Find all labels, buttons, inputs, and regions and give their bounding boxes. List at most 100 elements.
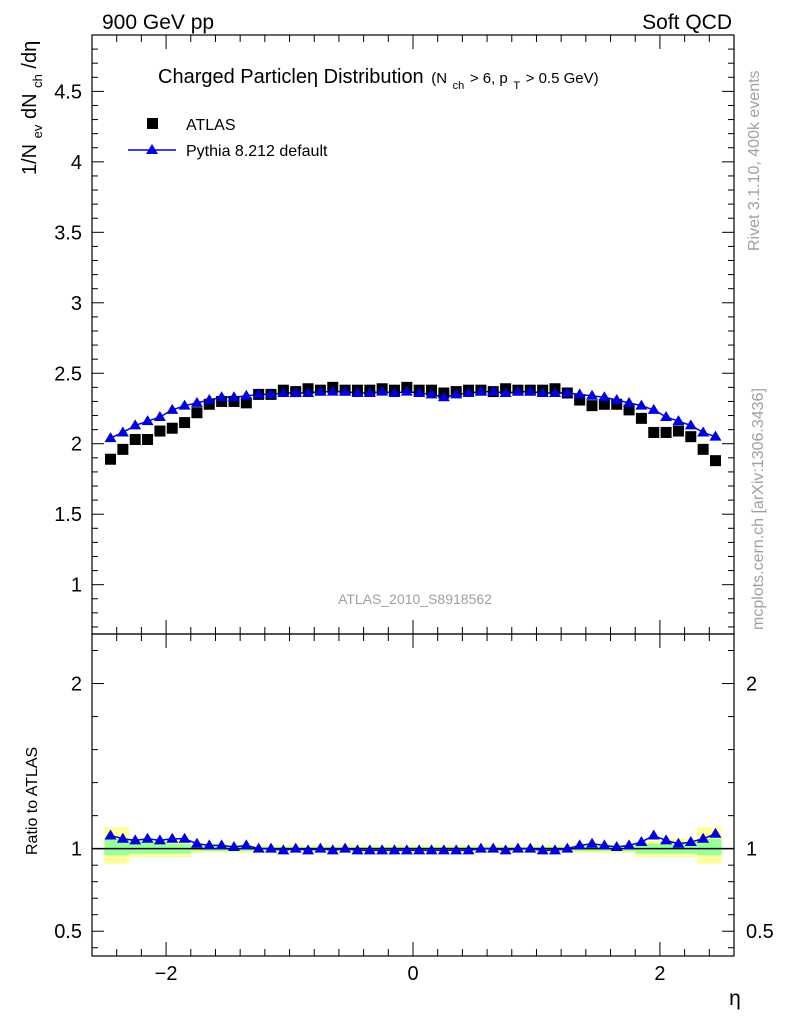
- atlas-data-point: [598, 398, 610, 410]
- pythia-point: [252, 388, 265, 399]
- y-label-part1: 1/N: [19, 144, 41, 175]
- ratio-pythia-point: [302, 844, 315, 855]
- x-axis-ticks: −2 0 2: [91, 35, 735, 985]
- atlas-data-point: [709, 455, 721, 467]
- pythia-point: [153, 410, 166, 421]
- pythia-point: [623, 396, 636, 407]
- atlas-data-point: [129, 434, 141, 446]
- pythia-point: [413, 386, 426, 397]
- ratio-pythia-point: [265, 842, 278, 853]
- ratio-pythia-point: [573, 839, 586, 850]
- ratio-pythia-point: [709, 827, 722, 838]
- ratio-pythia-point: [252, 842, 265, 853]
- ratio-pythia-point: [450, 844, 463, 855]
- pythia-point: [573, 388, 586, 399]
- ratio-pythia-point: [511, 842, 524, 853]
- ratio-pythia-point: [474, 842, 487, 853]
- atlas-data-point: [228, 395, 240, 407]
- main-y-tick-label: 4.5: [54, 81, 82, 103]
- atlas-data-point: [648, 426, 660, 438]
- ratio-pythia-point: [684, 836, 697, 847]
- ratio-band-inner: [659, 842, 697, 854]
- pythia-point: [326, 385, 339, 396]
- ratio-pythia-point: [623, 839, 636, 850]
- main-y-tick-label: 3.5: [54, 222, 82, 244]
- atlas-data-point: [586, 400, 598, 412]
- x-tick-label: 2: [654, 963, 665, 985]
- atlas-data-point: [191, 407, 203, 419]
- pythia-point: [450, 388, 463, 399]
- ratio-pythia-point: [289, 842, 302, 853]
- pythia-point: [511, 385, 524, 396]
- atlas-data-point: [635, 412, 647, 424]
- ratio-pythia-point: [326, 844, 339, 855]
- ratio-pythia-point: [203, 839, 216, 850]
- atlas-data-point: [105, 453, 117, 465]
- pythia-point: [425, 388, 438, 399]
- pythia-point: [548, 386, 561, 397]
- atlas-data-point: [611, 398, 623, 410]
- atlas-data-point: [697, 443, 709, 455]
- legend: ATLAS Pythia 8.212 default: [128, 117, 328, 160]
- plot-title: Charged Particleη Distribution (N ch > 6…: [158, 66, 599, 94]
- pythia-point: [141, 415, 154, 426]
- ratio-y-tick-label: 2: [71, 674, 82, 696]
- pythia-point: [499, 386, 512, 397]
- ratio-panel-frame: [91, 633, 735, 957]
- main-y-tick-label: 2: [71, 434, 82, 456]
- pythia-point: [289, 386, 302, 397]
- pythia-point: [684, 419, 697, 430]
- ratio-pythia-point: [363, 844, 376, 855]
- pythia-point: [376, 385, 389, 396]
- ratio-pythia-point: [240, 839, 253, 850]
- atlas-data-point: [574, 394, 586, 406]
- ratio-pythia-point: [104, 829, 117, 840]
- y-label-sub2: ch: [30, 74, 45, 88]
- pythia-point: [635, 399, 648, 410]
- atlas-data-point: [672, 425, 684, 437]
- ratio-pythia-point: [376, 844, 389, 855]
- atlas-data-points: [105, 381, 721, 467]
- atlas-data-point: [623, 404, 635, 416]
- analysis-tag: ATLAS_2010_S8918562: [338, 591, 492, 607]
- atlas-data-point: [179, 417, 191, 429]
- side-text-mcplots: mcplots.cern.ch [arXiv:1306.3436]: [750, 388, 767, 630]
- main-y-tick-label: 3: [71, 293, 82, 315]
- ratio-pythia-point: [178, 832, 191, 843]
- pythia-point: [166, 403, 179, 414]
- atlas-data-point: [203, 398, 215, 410]
- ratio-pythia-point: [437, 844, 450, 855]
- ratio-pythia-point: [129, 834, 142, 845]
- legend-pythia-label: Pythia 8.212 default: [186, 143, 328, 160]
- atlas-data-point: [240, 397, 252, 409]
- ratio-pythia-point: [536, 844, 549, 855]
- ratio-y-tick-label-right: 2: [746, 674, 757, 696]
- side-text-rivet: Rivet 3.1.10, 400k events: [746, 70, 763, 251]
- ratio-pythia-point: [487, 842, 500, 853]
- atlas-data-point: [154, 425, 166, 437]
- x-axis-label: η: [729, 987, 741, 1010]
- atlas-data-point: [166, 422, 178, 434]
- ratio-panel-ticks: 0.5 0.5 1 1 2 2: [54, 650, 774, 949]
- plot-title-cut-sub1: ch: [453, 80, 465, 92]
- ratio-y-tick-label: 1: [71, 839, 82, 861]
- atlas-data-point: [685, 431, 697, 443]
- header-category-label: Soft QCD: [642, 11, 732, 34]
- ratio-pythia-point: [548, 844, 561, 855]
- pythia-point: [388, 386, 401, 397]
- x-tick-label: 0: [407, 963, 418, 985]
- ratio-pythia-point: [561, 842, 574, 853]
- atlas-data-point: [660, 426, 672, 438]
- ratio-pythia-point: [660, 834, 673, 845]
- plot-title-cut-suffix: > 0.5 GeV): [526, 70, 599, 87]
- plot-title-cut: (N: [431, 70, 447, 87]
- main-panel-ticks: 1 1.5 2 2.5 3 3.5 4 4.5: [54, 48, 734, 628]
- pythia-point: [265, 388, 278, 399]
- main-y-axis-label: 1/N ev dN ch /dη: [19, 41, 47, 175]
- atlas-data-point: [142, 434, 154, 446]
- header-energy-label: 900 GeV pp: [102, 11, 214, 34]
- pythia-point: [339, 385, 352, 396]
- pythia-point: [437, 391, 450, 402]
- plot-title-cut-mid: > 6, p: [470, 70, 508, 87]
- ratio-pythia-point: [462, 844, 475, 855]
